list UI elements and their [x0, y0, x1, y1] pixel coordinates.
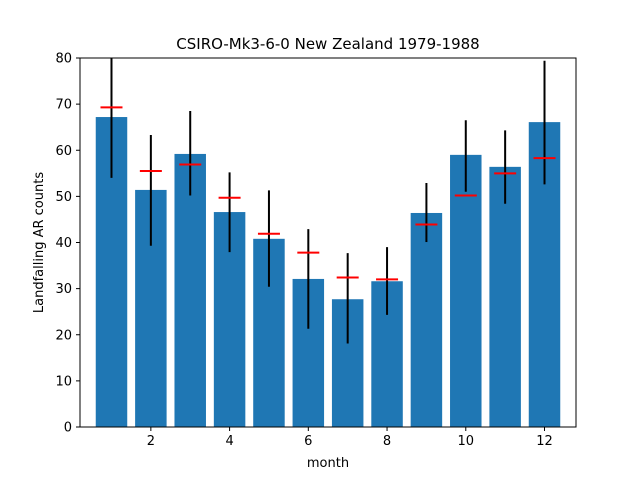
y-tick-label: 10 [55, 374, 72, 389]
y-tick-label: 20 [55, 328, 72, 343]
x-tick-label: 8 [383, 434, 391, 449]
y-tick-label: 50 [55, 190, 72, 205]
bar-month-11 [489, 166, 521, 428]
y-tick-label: 80 [55, 52, 72, 67]
y-tick-label: 70 [55, 98, 72, 113]
plot-area [95, 58, 561, 428]
bar-month-9 [410, 212, 443, 427]
x-tick-label: 10 [458, 434, 475, 449]
bar-month-3 [174, 153, 206, 427]
x-tick-label: 2 [147, 434, 155, 449]
x-tick-label: 6 [304, 434, 312, 449]
y-tick-label: 30 [55, 282, 72, 297]
x-tick-label: 4 [225, 434, 233, 449]
y-tick-label: 0 [64, 421, 72, 436]
y-axis-label: Landfalling AR counts [32, 172, 47, 313]
x-axis-label: month [307, 456, 349, 471]
bar-month-10 [450, 154, 482, 428]
chart-title: CSIRO-Mk3-6-0 New Zealand 1979-1988 [176, 35, 479, 53]
x-tick-label: 12 [536, 434, 553, 449]
y-tick-label: 40 [55, 236, 72, 251]
x-axis: 2 4 6 8 10 12 [147, 427, 553, 449]
y-tick-label: 60 [55, 144, 72, 159]
y-axis: 0 10 20 30 40 50 60 70 80 [55, 52, 80, 436]
